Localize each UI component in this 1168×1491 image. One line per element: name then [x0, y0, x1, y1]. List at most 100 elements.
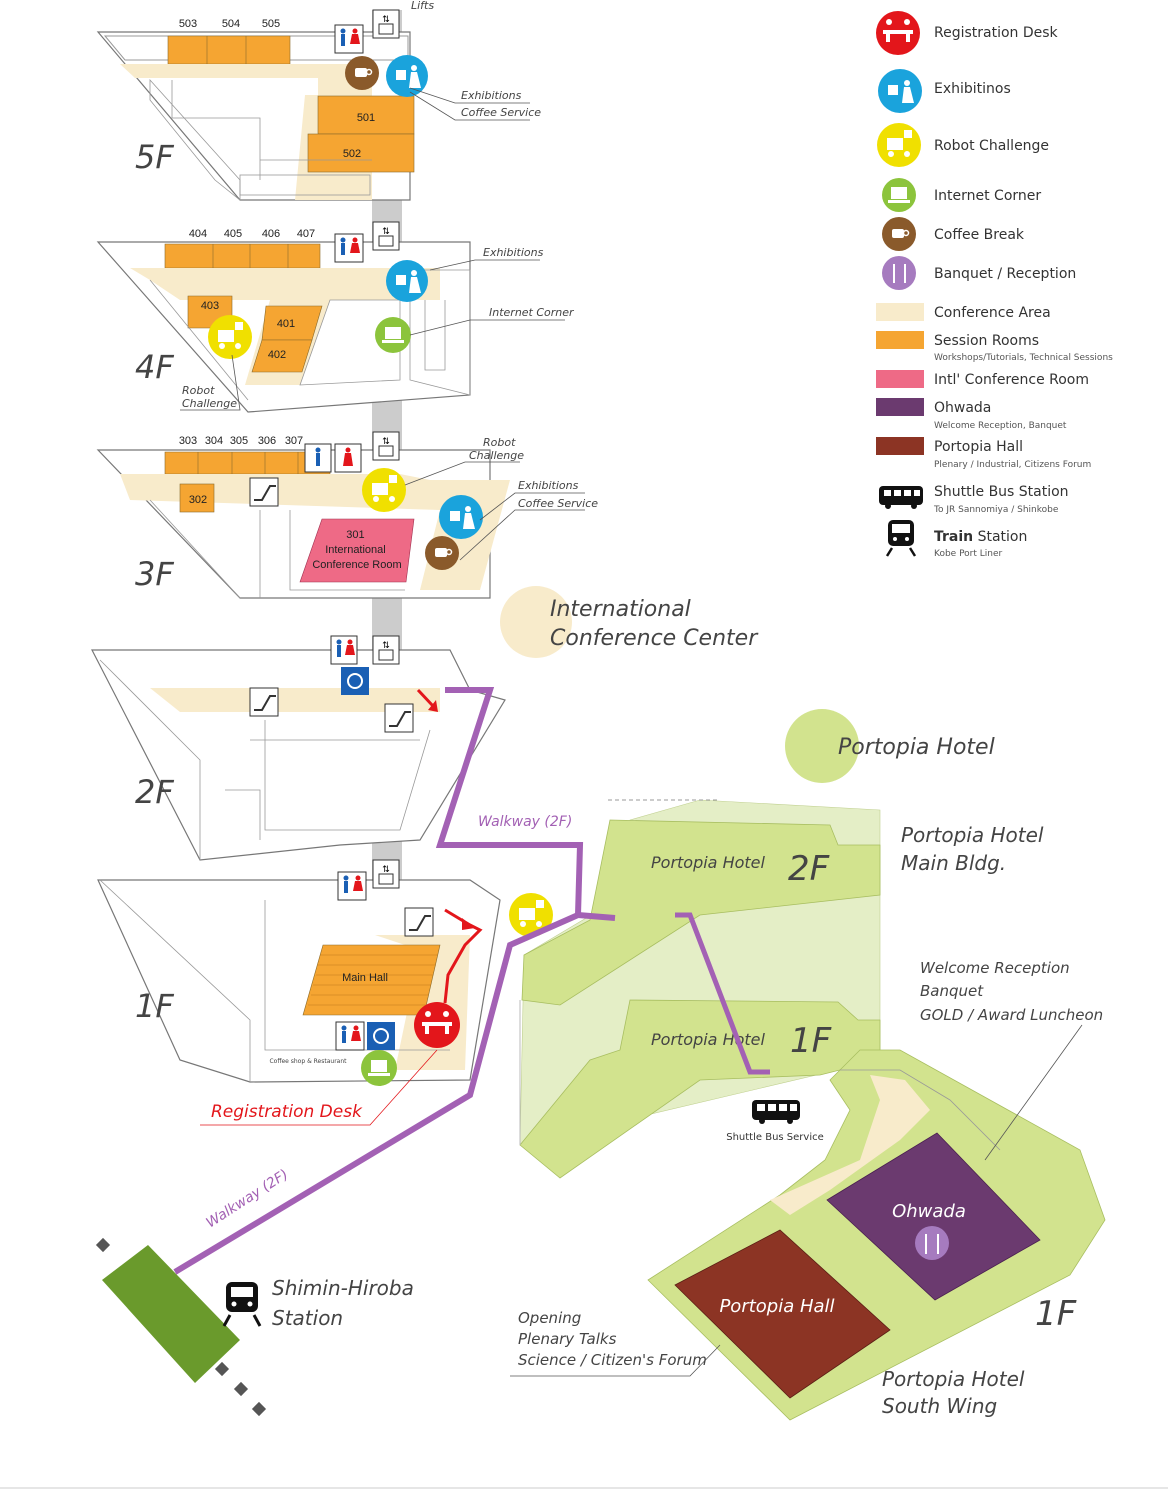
main-bldg-label-2: Main Bldg. [901, 851, 1006, 875]
svg-text:⇅: ⇅ [382, 437, 390, 447]
legend-registration: Registration Desk [934, 25, 1059, 41]
feature-icons [208, 55, 553, 1086]
registration-icon-1f [414, 1002, 460, 1048]
floor-label-2f: 2F [135, 773, 174, 811]
lifts-label: Lifts [411, 0, 434, 12]
toilet-icon-2f [330, 635, 358, 665]
coffee-icon-3f [425, 536, 459, 570]
walkway-label-2: Walkway (2F) [203, 1167, 291, 1232]
shuttle-label: Shuttle Bus Service [726, 1132, 824, 1143]
legend-portopia-hall-sub: Plenary / Industrial, Citizens Forum [934, 460, 1091, 470]
toilet-icon-3f-men [304, 443, 332, 473]
room-404: 404 [189, 228, 207, 240]
floor-5f [96, 31, 415, 201]
room-306: 306 [258, 435, 276, 447]
train-station-icon [222, 1282, 262, 1327]
lift-icon-5f: ⇅ [372, 9, 400, 39]
portopia-hall-label: Portopia Hall [719, 1296, 834, 1317]
f3-coffee-label: Coffee Service [518, 497, 598, 510]
room-307: 307 [285, 435, 303, 447]
room-406: 406 [262, 228, 280, 240]
floor-label-1f: 1F [135, 987, 174, 1025]
banquet-icon-south [915, 1226, 949, 1260]
robot-icon-3f [362, 468, 406, 512]
svg-text:⇅: ⇅ [382, 641, 390, 651]
legend-internet: Internet Corner [934, 188, 1041, 204]
welcome-label-3: GOLD / Award Luncheon [920, 1006, 1103, 1024]
opening-callout-line [510, 1344, 721, 1377]
legend-robot: Robot Challenge [934, 138, 1049, 154]
coffee-icon-5f [345, 56, 379, 90]
icc-marker [500, 586, 572, 658]
legend-train-rest: Station [973, 529, 1027, 545]
legend-shuttle: Shuttle Bus Station [934, 484, 1069, 500]
room-301-line1: 301 [346, 529, 364, 541]
svg-text:⇅: ⇅ [382, 227, 390, 237]
floor-4f [96, 241, 471, 413]
hotel-main-bldg [519, 799, 881, 1179]
main-hall-label: Main Hall [342, 972, 388, 984]
f5-exhibitions-label: Exhibitions [461, 89, 522, 102]
station-label-1: Shimin-Hiroba [272, 1276, 414, 1300]
lift-icon-2f: ⇅ [372, 635, 400, 665]
registration-route [416, 688, 483, 1004]
floor-label-5f: 5F [135, 138, 174, 176]
robot-icon-1f [509, 893, 553, 937]
floor-1f [97, 879, 501, 1083]
hotel-marker [785, 709, 859, 783]
coffee-shop-label: Coffee shop & Restaurant [269, 1058, 347, 1065]
exhibitions-icon-5f [386, 55, 428, 97]
f5-coffee-label: Coffee Service [461, 106, 541, 119]
station-label-2: Station [272, 1306, 343, 1330]
room-407: 407 [297, 228, 315, 240]
f3-exhibitions-label: Exhibitions [518, 479, 579, 492]
shuttle-bus-icon [752, 1100, 800, 1124]
floor-label-4f: 4F [135, 348, 174, 386]
legend-coffee: Coffee Break [934, 227, 1025, 243]
legend-train-icon [885, 520, 917, 557]
f3-robot-label-2: Challenge [469, 449, 524, 462]
exhibitions-icon-4f [386, 260, 428, 302]
f3-robot-label-1: Robot [483, 436, 516, 449]
lift-icon-1f: ⇅ [372, 859, 400, 889]
legend-conference-area: Conference Area [934, 305, 1051, 321]
exhibitions-icon-3f [439, 495, 483, 539]
f4-robot-label-2: Challenge [182, 397, 237, 410]
legend-ohwada-swatch [876, 398, 924, 416]
escalator-icon-3f [249, 477, 279, 507]
legend-session-swatch [876, 331, 924, 349]
room-302: 302 [189, 494, 207, 506]
legend-banquet-icon [882, 256, 916, 290]
main-bldg-label-1: Portopia Hotel [901, 823, 1044, 847]
walkway [173, 687, 770, 1275]
lift-icon-3f: ⇅ [372, 431, 400, 461]
legend-train: Train Station [934, 529, 1027, 545]
legend-train-bold: Train [934, 529, 973, 545]
room-403: 403 [201, 300, 219, 312]
svg-text:⇅: ⇅ [382, 865, 390, 875]
escalator-icon-2f-east [384, 703, 414, 733]
legend-portopia-swatch [876, 437, 924, 455]
legend-ohwada: Ohwada [934, 400, 991, 416]
toilet-icon-1f-south [335, 1021, 365, 1051]
floor-label-3f: 3F [135, 555, 174, 593]
south-wing-label-1: Portopia Hotel [882, 1367, 1025, 1391]
room-303: 303 [179, 435, 197, 447]
icc-label-2: Conference Center [550, 626, 759, 651]
legend-ohwada-sub: Welcome Reception, Banquet [934, 421, 1067, 431]
legend-session-rooms: Session Rooms [934, 333, 1039, 349]
escalator-icon-1f [404, 907, 434, 937]
escalator-icon-2f [249, 687, 279, 717]
legend-train-sub: Kobe Port Liner [934, 549, 1003, 559]
svg-text:⇅: ⇅ [382, 15, 390, 25]
robot-icon-4f [208, 315, 252, 359]
accessible-toilet-icon-2f [341, 667, 369, 695]
legend-coffee-icon [882, 217, 916, 251]
south-1f-label: 1F [1035, 1294, 1077, 1334]
legend-exhibitions: Exhibitinos [934, 81, 1011, 97]
room-402: 402 [268, 349, 286, 361]
welcome-label-1: Welcome Reception [920, 959, 1070, 977]
accessible-toilet-icon-1f [367, 1022, 395, 1050]
legend-banquet: Banquet / Reception [934, 266, 1076, 282]
